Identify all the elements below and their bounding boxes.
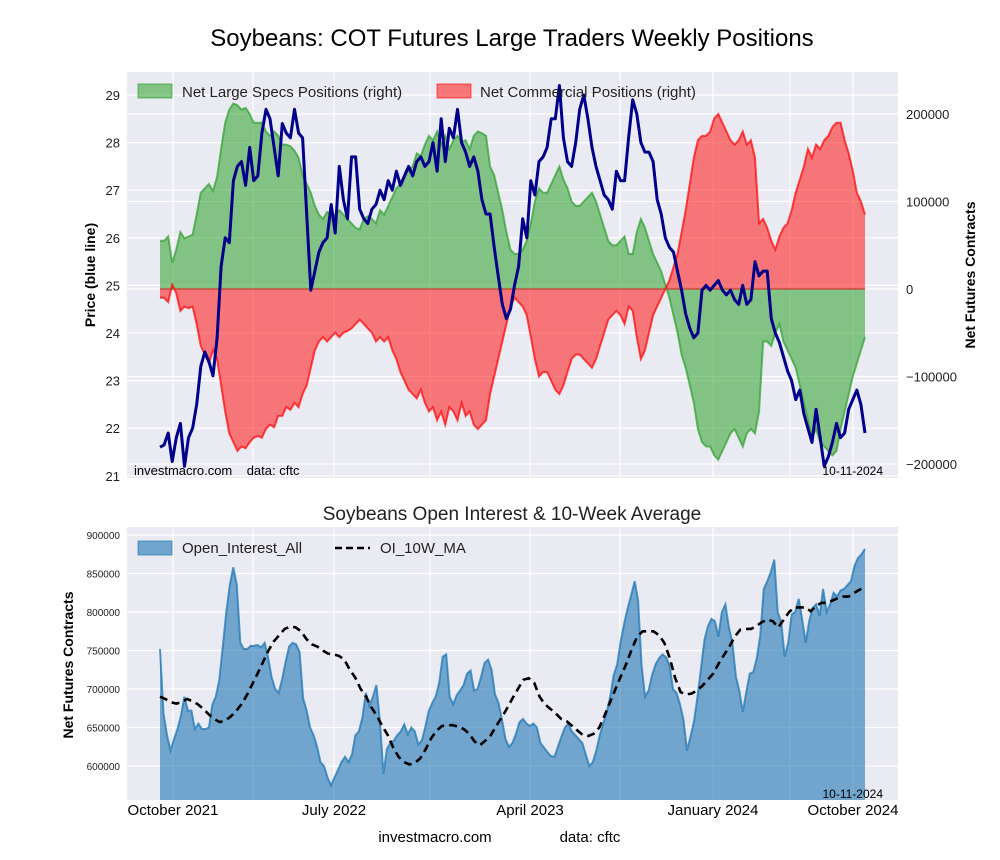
top-gridlines [127,72,898,478]
legend-swatch-commercial [436,83,472,99]
price-tick-label: 27 [106,183,120,198]
oi-tick-label: 650000 [87,724,121,735]
footer-site: investmacro.com [378,829,491,846]
contracts-tick-label: 200000 [906,107,949,122]
date-tick-label: January 2024 [668,802,759,819]
large-specs-line [160,102,866,462]
legend-label-ma: OI_10W_MA [380,540,466,557]
legend-label-large-specs: Net Large Specs Positions (right) [182,84,402,101]
footer-source: data: cftc [560,829,621,846]
legend-swatch-large-specs [137,83,173,99]
oi-tick-label: 600000 [87,762,121,773]
commercial-area [160,114,865,451]
price-tick-label: 28 [106,136,120,151]
price-tick-label: 24 [106,326,120,341]
date-tick-label: October 2024 [808,802,899,819]
contracts-tick-label: −100000 [906,370,957,385]
legend-label-commercial: Net Commercial Positions (right) [480,84,696,101]
bottom-title: Soybeans Open Interest & 10-Week Average [323,504,701,525]
price-tick-label: 25 [106,278,120,293]
oi-tick-label: 750000 [87,647,121,658]
bottom-legend: Open_Interest_All OI_10W_MA [137,540,466,557]
oi-tick-label: 850000 [87,570,121,581]
top-price-series [159,84,867,468]
legend-label-open-interest: Open_Interest_All [182,540,302,557]
price-tick-label: 23 [106,374,120,389]
open-interest-line [159,548,866,788]
oi-tick-label: 800000 [87,608,121,619]
bottom-date-label: 10-11-2024 [823,787,884,801]
date-tick-label: July 2022 [302,802,366,819]
contracts-tick-label: 0 [906,282,913,297]
price-tick-label: 21 [106,469,120,484]
top-left-axis-ticks: 21 22 23 24 25 26 27 28 29 [106,88,120,484]
price-tick-label: 26 [106,231,120,246]
price-line [159,84,867,468]
top-panel: 21 22 23 24 25 26 27 28 29 200000 100000 0 −100000 −… [82,72,978,484]
oi-tick-label: 700000 [87,685,121,696]
date-tick-label: April 2023 [496,802,564,819]
bottom-x-axis-ticks: October 2021 July 2022 April 2023 January 2… [128,802,899,819]
top-right-axis-label: Net Futures Contracts [962,201,978,348]
price-tick-label: 29 [106,88,120,103]
contracts-tick-label: 100000 [906,195,949,210]
bottom-y-axis-label: Net Futures Contracts [60,591,76,738]
oi-tick-label: 900000 [87,531,121,542]
contracts-tick-label: −200000 [906,457,957,472]
top-right-axis-ticks: 200000 100000 0 −100000 −200000 [906,107,957,472]
top-legend: Net Large Specs Positions (right) Net Co… [137,83,696,101]
main-title: Soybeans: COT Futures Large Traders Week… [210,25,813,52]
top-left-axis-label: Price (blue line) [82,223,98,327]
bottom-open-interest-series [159,548,866,800]
top-watermark: investmacro.com data: cftc [134,463,300,478]
large-specs-area [160,103,865,460]
price-tick-label: 22 [106,421,120,436]
oi-10w-ma-line [159,585,866,766]
bottom-moving-average-series [159,585,866,766]
bottom-panel: 600000 650000 700000 750000 800000 850000 9000… [60,527,898,819]
bottom-y-axis-ticks: 600000 650000 700000 750000 800000 850000 9000… [87,531,121,773]
date-tick-label: October 2021 [128,802,219,819]
top-date-label: 10-11-2024 [823,464,884,478]
legend-swatch-open-interest [137,540,173,556]
